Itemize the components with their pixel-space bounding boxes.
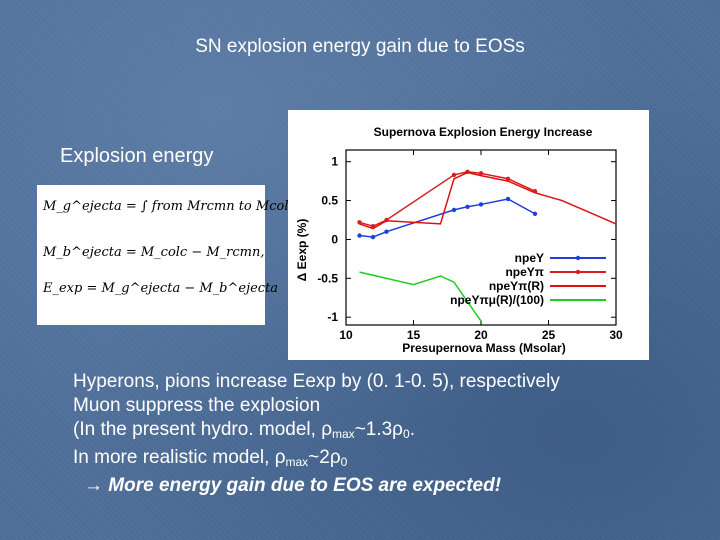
y-axis-label: Δ Eexp (%): [295, 219, 309, 282]
series-line: [359, 171, 617, 230]
chart-panel: Supernova Explosion Energy Increase Δ Ee…: [288, 110, 649, 360]
x-tick-label: 30: [609, 328, 623, 342]
series-line: [359, 171, 536, 228]
bullet-line: (In the present hydro. model, ρmax~1.3ρ0…: [73, 419, 415, 441]
data-point: [532, 211, 538, 216]
bullet-line: Muon suppress the explosion: [73, 395, 321, 416]
y-tick-label: 1: [331, 155, 338, 169]
x-axis-label: Presupernova Mass (Msolar): [402, 341, 565, 355]
subheading: Explosion energy: [60, 145, 214, 167]
x-tick-label: 20: [474, 328, 488, 342]
conclusion-text: More energy gain due to EOS are expected…: [108, 475, 502, 496]
legend-label: npeYπ: [505, 265, 544, 279]
slide-title: SN explosion energy gain due to EOSs: [195, 36, 525, 57]
chart-svg: Supernova Explosion Energy Increase Δ Ee…: [295, 125, 623, 355]
data-point: [478, 202, 484, 207]
data-point: [465, 204, 470, 209]
data-point: [505, 196, 511, 202]
y-tick-label: -0.5: [317, 271, 338, 285]
legend-label: npeY: [515, 251, 544, 265]
formula-box: M_g^ejecta = ∫ from Mrcmn to Mcolc (dm_g…: [37, 185, 429, 325]
legend-label: npeYπμ(R)/(100): [450, 293, 544, 307]
y-tick-label: 0.5: [321, 194, 338, 208]
data-point: [384, 229, 389, 234]
bullet-line: Hyperons, pions increase Eexp by (0. 1-0…: [73, 371, 560, 392]
data-point: [357, 220, 362, 225]
formula-line: E_exp = M_g^ejecta − M_b^ejecta: [43, 281, 279, 296]
data-point: [505, 176, 511, 181]
x-tick-label: 10: [339, 328, 353, 342]
series-line: [359, 198, 536, 238]
bullet-list: Hyperons, pions increase Eexp by (0. 1-0…: [73, 370, 560, 498]
data-point: [357, 233, 362, 238]
conclusion-line: → More energy gain due to EOS are expect…: [73, 474, 560, 498]
y-tick-label: -1: [327, 310, 338, 324]
arrow-icon: →: [84, 475, 103, 496]
data-point: [370, 234, 376, 240]
chart-title: Supernova Explosion Energy Increase: [374, 125, 593, 139]
legend-marker: [575, 269, 581, 275]
x-tick-label: 15: [407, 328, 421, 342]
bullet-line: In more realistic model, ρmax~2ρ0: [73, 447, 348, 469]
x-tick-label: 25: [542, 328, 556, 342]
series-line: [359, 271, 482, 322]
data-point: [451, 207, 457, 213]
legend-marker: [575, 255, 581, 261]
legend-label: npeYπ(R): [489, 279, 544, 293]
data-point: [478, 171, 484, 176]
y-tick-label: 0: [331, 232, 338, 246]
formula-line: M_b^ejecta = M_colc − M_rcmn,: [43, 245, 265, 260]
data-point: [451, 172, 457, 178]
